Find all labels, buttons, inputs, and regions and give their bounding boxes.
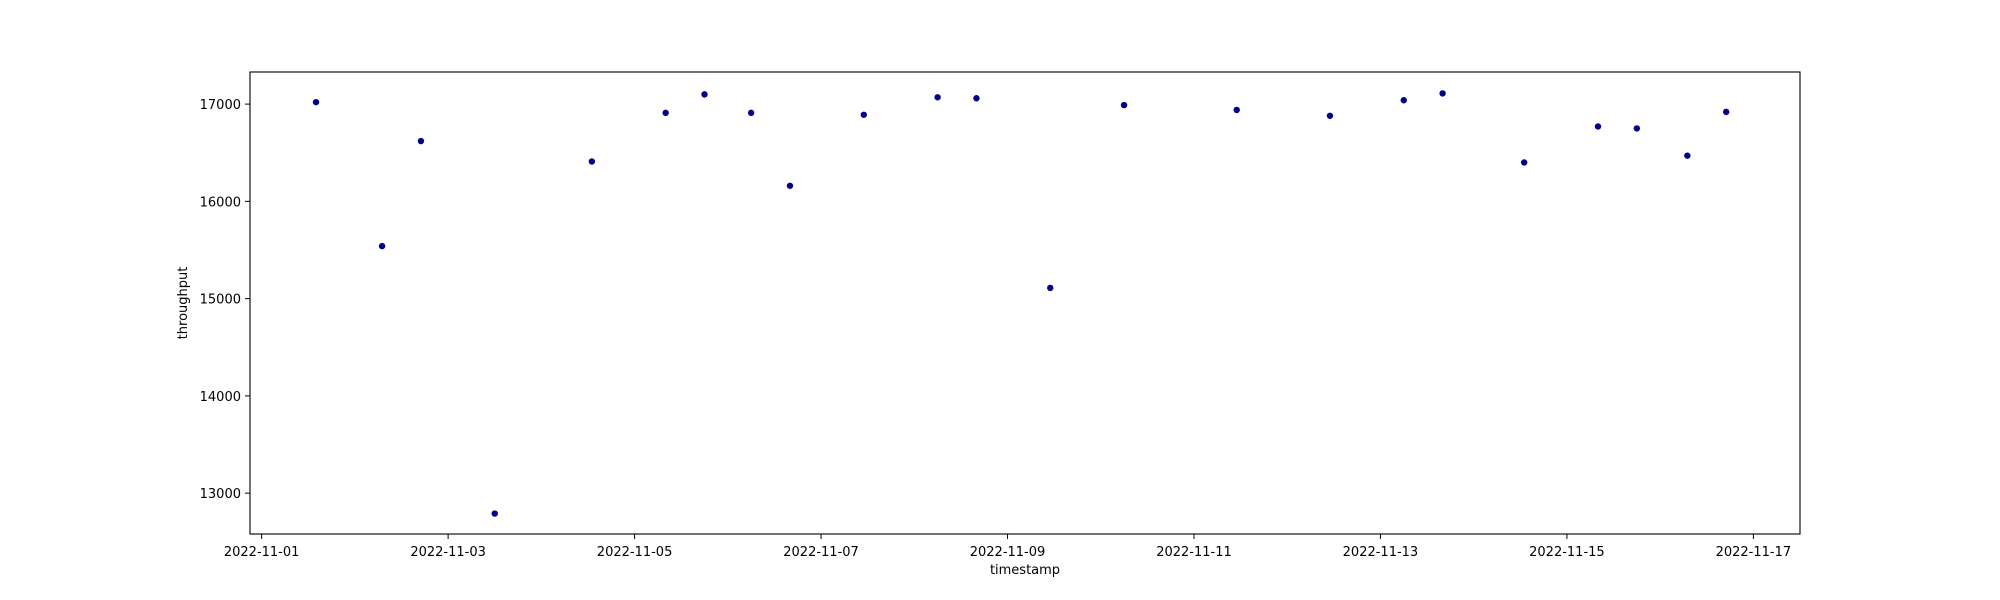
data-point [701,91,708,98]
y-tick-label: 16000 [200,195,241,210]
data-point [417,137,425,145]
plot-frame [249,71,1801,535]
data-point [860,111,867,118]
data-point [1120,101,1128,109]
x-axis-label: timestamp [990,563,1060,578]
data-point [1594,123,1602,130]
data-point [312,98,320,106]
x-tick-label: 2022-11-01 [224,545,300,560]
y-tick-label: 15000 [200,293,241,308]
data-point [747,109,755,117]
data-point [1722,108,1730,116]
x-axis: 2022-11-01 2022-11-03 2022-11-05 2022-11-07… [224,534,1791,560]
data-point [1326,112,1334,119]
y-axis: 13000 14000 15000 16000 17000 [200,98,250,502]
x-tick-label: 2022-11-11 [1156,545,1232,560]
data-point [973,95,980,102]
x-tick-label: 2022-11-05 [597,545,673,560]
data-point [934,94,941,101]
y-tick-label: 13000 [200,487,241,502]
y-tick-label: 14000 [200,390,241,405]
data-point [378,242,386,250]
x-tick-label: 2022-11-17 [1716,545,1792,560]
data-point [1439,90,1446,97]
data-point [786,182,794,189]
data-point [1520,159,1528,166]
data-point [1684,152,1691,159]
data-point [1633,125,1641,132]
data-points [312,90,1730,517]
data-point [588,158,596,165]
data-point [1047,284,1054,292]
x-tick-label: 2022-11-13 [1343,545,1419,560]
data-point [491,510,498,517]
data-point [1233,106,1240,114]
data-point [1400,97,1407,104]
data-point [662,109,669,117]
plot-area [250,72,1800,534]
x-tick-label: 2022-11-03 [410,545,486,560]
x-tick-label: 2022-11-07 [783,545,859,560]
y-axis-label: throughput [176,267,191,340]
x-tick-label: 2022-11-15 [1529,545,1605,560]
y-tick-label: 17000 [200,98,241,113]
x-tick-label: 2022-11-09 [970,545,1046,560]
